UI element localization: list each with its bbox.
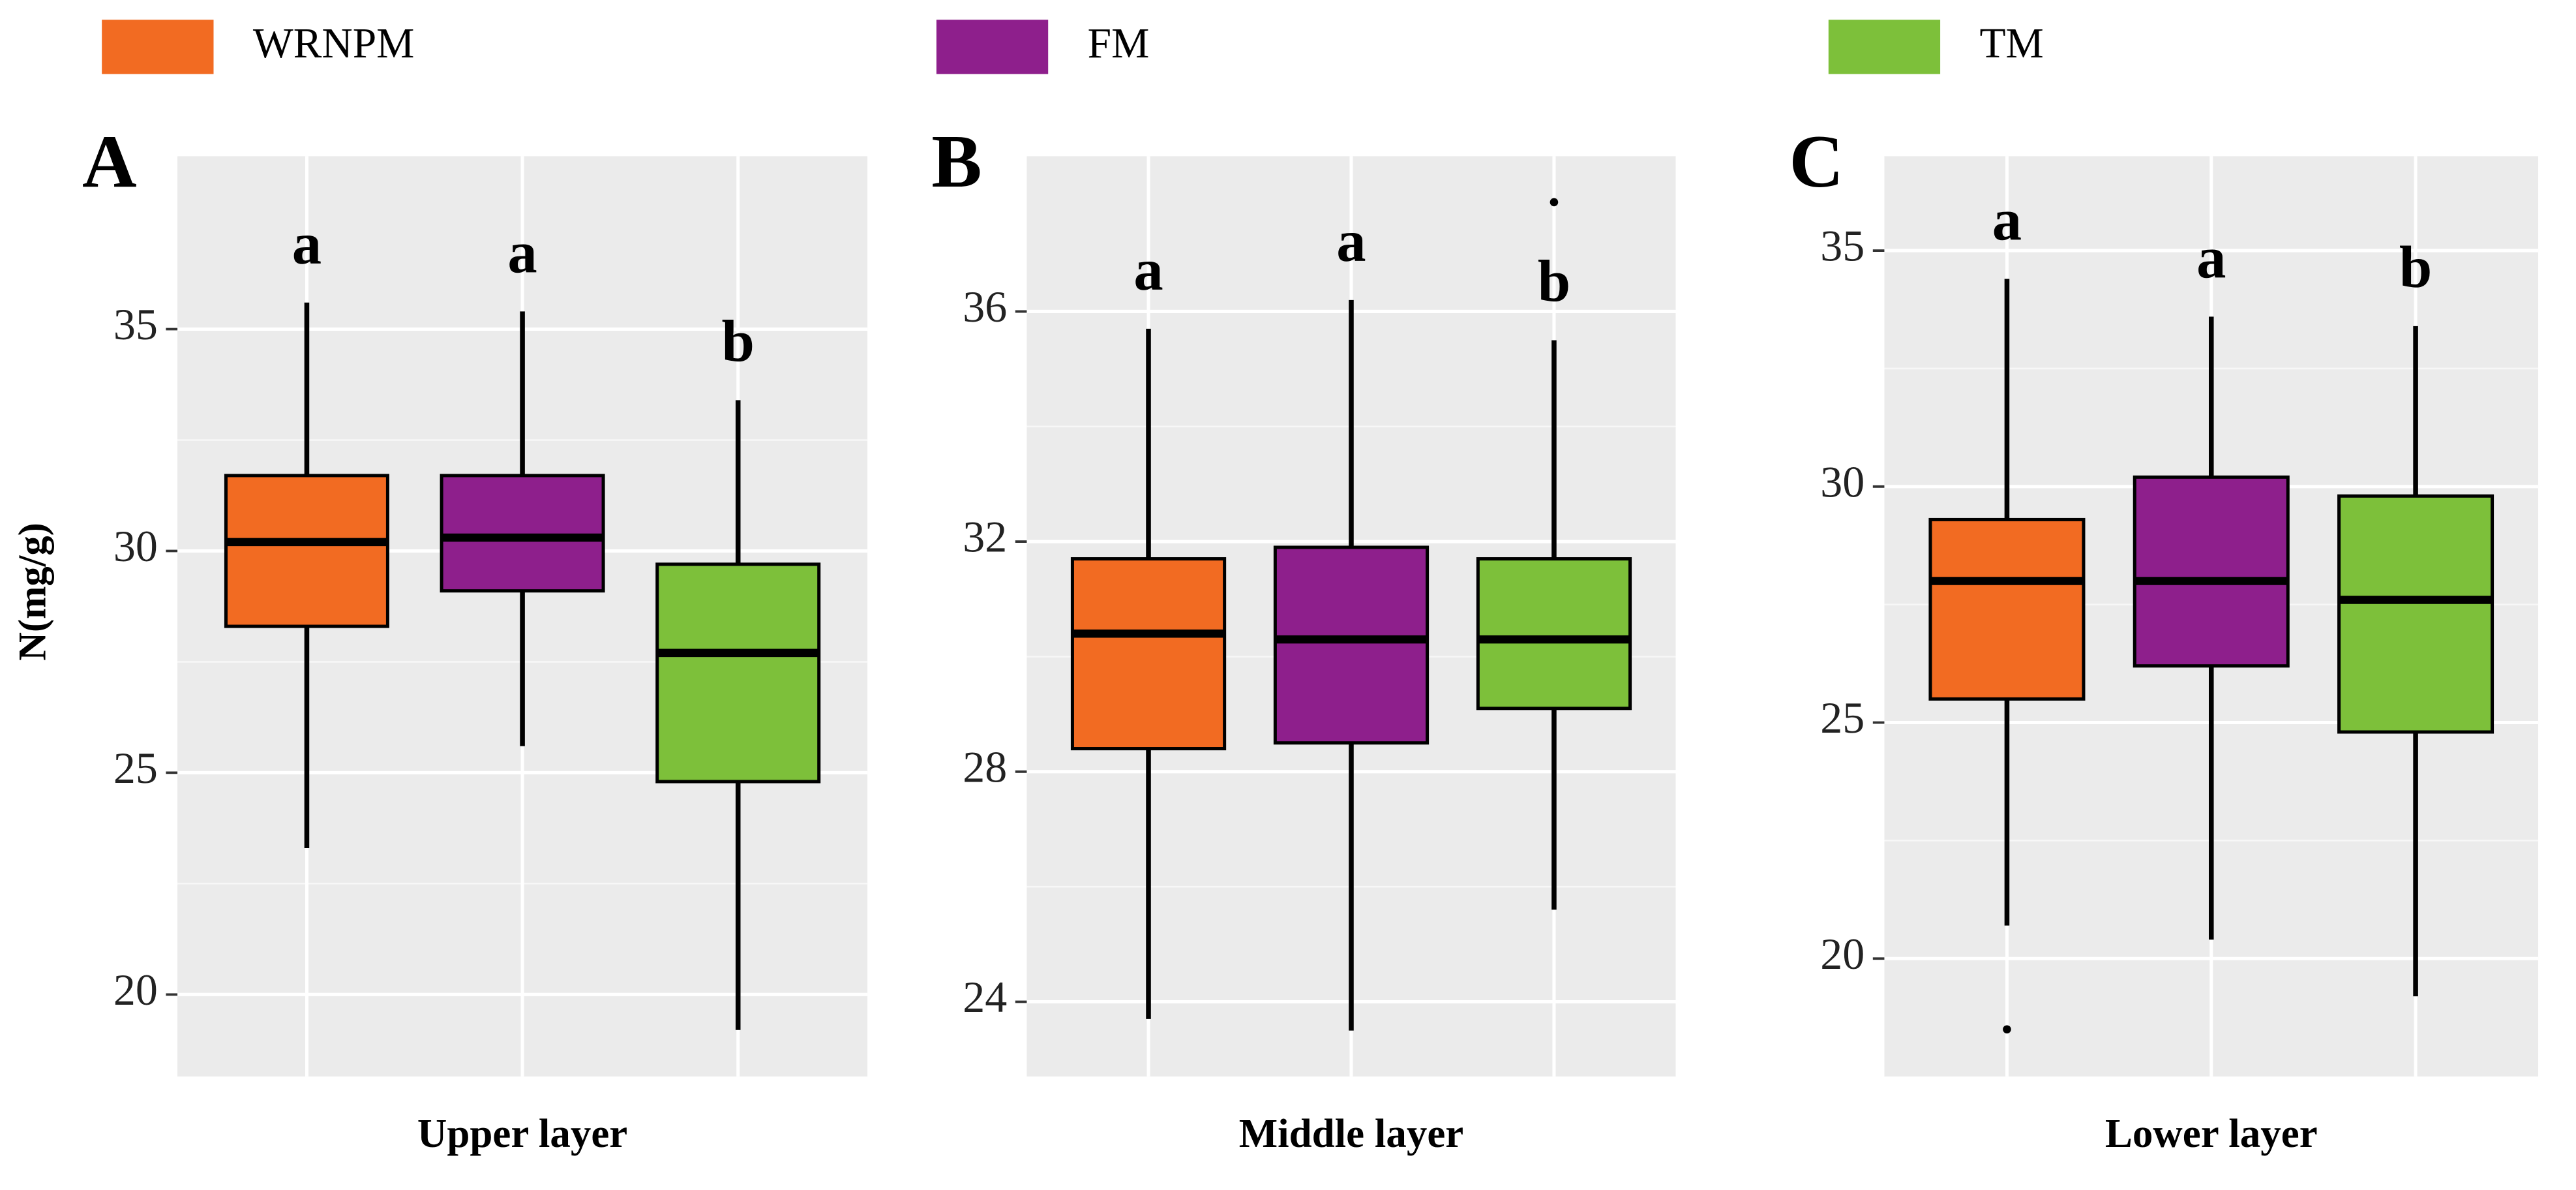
y-tick-label: 32 bbox=[963, 512, 1007, 562]
box bbox=[2133, 475, 2290, 668]
x-axis-label: Middle layer bbox=[1239, 1110, 1464, 1156]
y-tick-label: 30 bbox=[113, 521, 158, 571]
legend-swatch bbox=[102, 20, 214, 74]
legend-swatch bbox=[1828, 20, 1941, 74]
box bbox=[1273, 545, 1430, 745]
significance-letter: a bbox=[1336, 208, 1366, 274]
y-tick-label: 30 bbox=[1820, 457, 1865, 506]
panel-label: A bbox=[82, 120, 137, 204]
y-axis-label: N(mg/g) bbox=[10, 523, 54, 660]
box bbox=[2337, 494, 2494, 734]
panel-label: B bbox=[931, 120, 981, 204]
significance-letter: a bbox=[1133, 237, 1163, 303]
y-tick-label: 36 bbox=[963, 282, 1007, 331]
legend-label: TM bbox=[1980, 20, 2044, 67]
significance-letter: a bbox=[1992, 187, 2022, 253]
y-tick-label: 35 bbox=[1820, 221, 1865, 271]
y-tick-label: 20 bbox=[1820, 929, 1865, 979]
significance-letter: b bbox=[1538, 249, 1570, 314]
x-axis-label: Upper layer bbox=[417, 1110, 627, 1156]
significance-letter: a bbox=[292, 211, 322, 277]
legend-label: WRNPM bbox=[253, 20, 414, 67]
box bbox=[1928, 517, 2086, 701]
box bbox=[655, 562, 821, 784]
y-tick-label: 20 bbox=[113, 965, 158, 1015]
significance-letter: b bbox=[2399, 234, 2432, 300]
box bbox=[1070, 557, 1227, 751]
box bbox=[224, 474, 389, 628]
legend-label: FM bbox=[1088, 20, 1150, 67]
outlier bbox=[2003, 1025, 2011, 1034]
significance-letter: b bbox=[722, 309, 755, 374]
y-tick-label: 25 bbox=[1820, 693, 1865, 742]
outlier bbox=[1550, 198, 1559, 207]
x-axis-label: Lower layer bbox=[2105, 1110, 2318, 1156]
box bbox=[1476, 557, 1632, 710]
significance-letter: a bbox=[2196, 225, 2226, 291]
y-tick-label: 24 bbox=[963, 972, 1007, 1022]
panel-label: C bbox=[1789, 120, 1844, 204]
y-tick-label: 28 bbox=[963, 742, 1007, 791]
y-tick-label: 35 bbox=[113, 299, 158, 349]
legend-swatch bbox=[936, 20, 1049, 74]
y-tick-label: 25 bbox=[113, 743, 158, 793]
significance-letter: a bbox=[507, 220, 537, 286]
box bbox=[440, 474, 605, 593]
